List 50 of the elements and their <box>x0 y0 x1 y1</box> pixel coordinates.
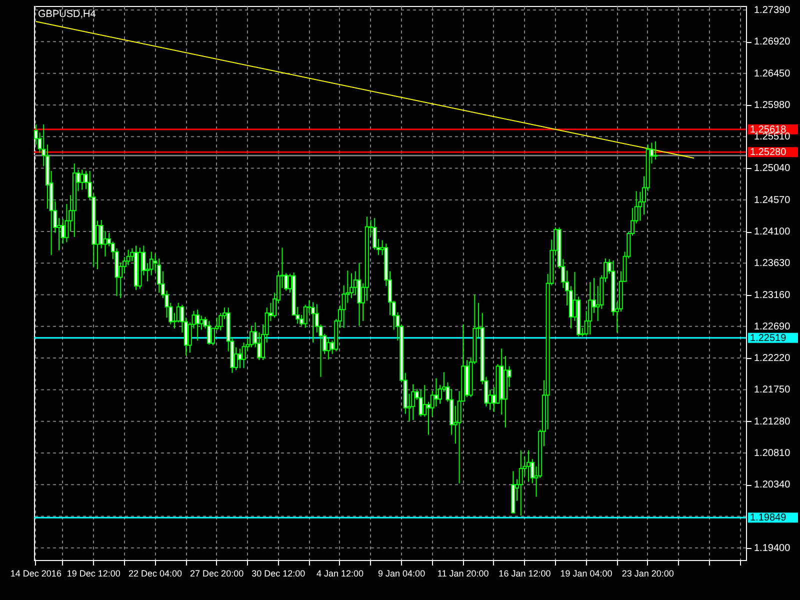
x-tick-label: 19 Jan 04:00 <box>560 568 612 578</box>
x-tick-label: 30 Dec 12:00 <box>252 568 306 578</box>
x-tick-label: 9 Jan 04:00 <box>378 568 426 578</box>
candlestick <box>411 384 416 420</box>
y-tick-label: 1.25980 <box>754 100 791 111</box>
y-tick-label: 1.24570 <box>754 194 791 206</box>
x-tick-label: 22 Dec 04:00 <box>128 568 182 578</box>
candlestick <box>238 348 242 369</box>
candlestick <box>588 281 592 335</box>
y-tick-label: 1.22690 <box>754 321 791 332</box>
candlestick <box>207 320 212 346</box>
candlestick <box>350 272 354 299</box>
y-tick-label: 1.24100 <box>754 226 791 238</box>
candlestick <box>303 304 308 328</box>
ref-line-label: 1.25280 <box>750 147 787 158</box>
y-tick-label: 1.25040 <box>754 163 791 174</box>
candlestick <box>196 309 200 342</box>
y-tick-label: 1.22220 <box>754 353 791 364</box>
candlestick <box>518 450 523 516</box>
y-tick-label: 1.26450 <box>754 68 791 80</box>
candlestick <box>434 378 438 408</box>
ref-line-label: 1.19849 <box>750 512 787 524</box>
y-tick-label: 1.19400 <box>754 542 791 554</box>
x-tick-label: 4 Jan 12:00 <box>316 568 364 578</box>
y-tick-label: 1.26920 <box>754 36 791 48</box>
y-tick-label: 1.27390 <box>754 5 791 16</box>
x-tick-label: 14 Dec 2016 <box>10 568 62 578</box>
y-tick-label: 1.21750 <box>754 384 791 396</box>
candlestick <box>526 450 531 482</box>
x-tick-label: 16 Jan 12:00 <box>498 568 551 578</box>
y-tick-label: 1.20340 <box>754 480 791 491</box>
x-tick-label: 23 Jan 20:00 <box>622 568 674 578</box>
candlestick <box>418 389 423 418</box>
candlestick <box>249 325 254 348</box>
y-tick-label: 1.23630 <box>754 258 791 270</box>
x-tick-label: 19 Dec 12:00 <box>66 568 120 578</box>
y-tick-label: 1.20810 <box>754 448 791 459</box>
x-tick-label: 11 Jan 20:00 <box>437 568 489 578</box>
candlestick <box>311 302 316 344</box>
candlestick <box>654 140 658 160</box>
candlestick <box>242 342 246 369</box>
candlestick <box>80 169 84 190</box>
x-tick-label: 27 Dec 20:00 <box>190 568 244 578</box>
y-tick-label: 1.21280 <box>754 416 791 428</box>
chart-title: GBPUSD,H4 <box>38 9 96 20</box>
candlestick <box>199 315 204 330</box>
candlestick <box>326 337 330 360</box>
ref-line-label: 1.22519 <box>750 332 787 344</box>
candlestick <box>357 262 362 326</box>
y-tick-label: 1.23160 <box>754 290 791 301</box>
